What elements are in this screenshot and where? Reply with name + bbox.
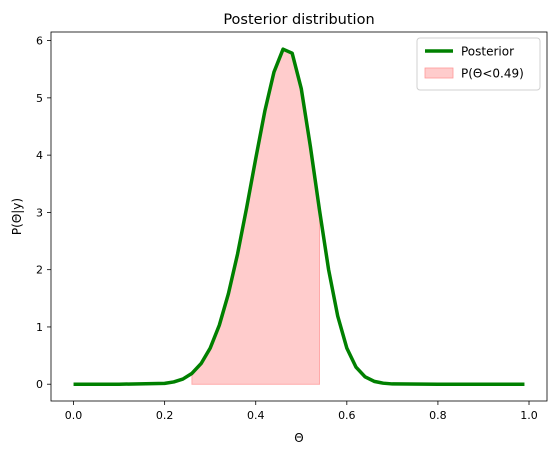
y-tick-label: 4 bbox=[36, 149, 43, 162]
y-axis-label: P(Θ|y) bbox=[10, 198, 24, 235]
x-tick-label: 1.0 bbox=[520, 409, 538, 422]
y-tick-label: 1 bbox=[36, 321, 43, 334]
y-tick-label: 5 bbox=[36, 92, 43, 105]
x-tick-label: 0.8 bbox=[429, 409, 447, 422]
x-tick-label: 0.4 bbox=[247, 409, 265, 422]
legend-patch-probability bbox=[424, 67, 454, 79]
x-tick-label: 0.0 bbox=[65, 409, 83, 422]
x-axis-label: Θ bbox=[294, 431, 303, 445]
y-tick-label: 0 bbox=[36, 378, 43, 391]
plot-area bbox=[73, 47, 525, 386]
chart-title: Posterior distribution bbox=[223, 12, 374, 28]
legend-label-probability: P(Θ<0.49) bbox=[461, 67, 524, 81]
x-axis: 0.0 0.2 0.4 0.6 0.8 1.0 bbox=[65, 401, 538, 422]
probability-area bbox=[191, 48, 320, 385]
x-tick-label: 0.2 bbox=[156, 409, 174, 422]
y-tick-label: 2 bbox=[36, 264, 43, 277]
y-axis: 0 1 2 3 4 5 6 bbox=[36, 35, 51, 391]
y-tick-label: 3 bbox=[36, 206, 43, 219]
y-tick-label: 6 bbox=[36, 35, 43, 48]
legend: Posterior P(Θ<0.49) bbox=[416, 37, 541, 91]
posterior-line bbox=[73, 47, 525, 386]
legend-label-posterior: Posterior bbox=[461, 45, 514, 59]
x-tick-label: 0.6 bbox=[338, 409, 356, 422]
axes-frame bbox=[50, 31, 548, 402]
